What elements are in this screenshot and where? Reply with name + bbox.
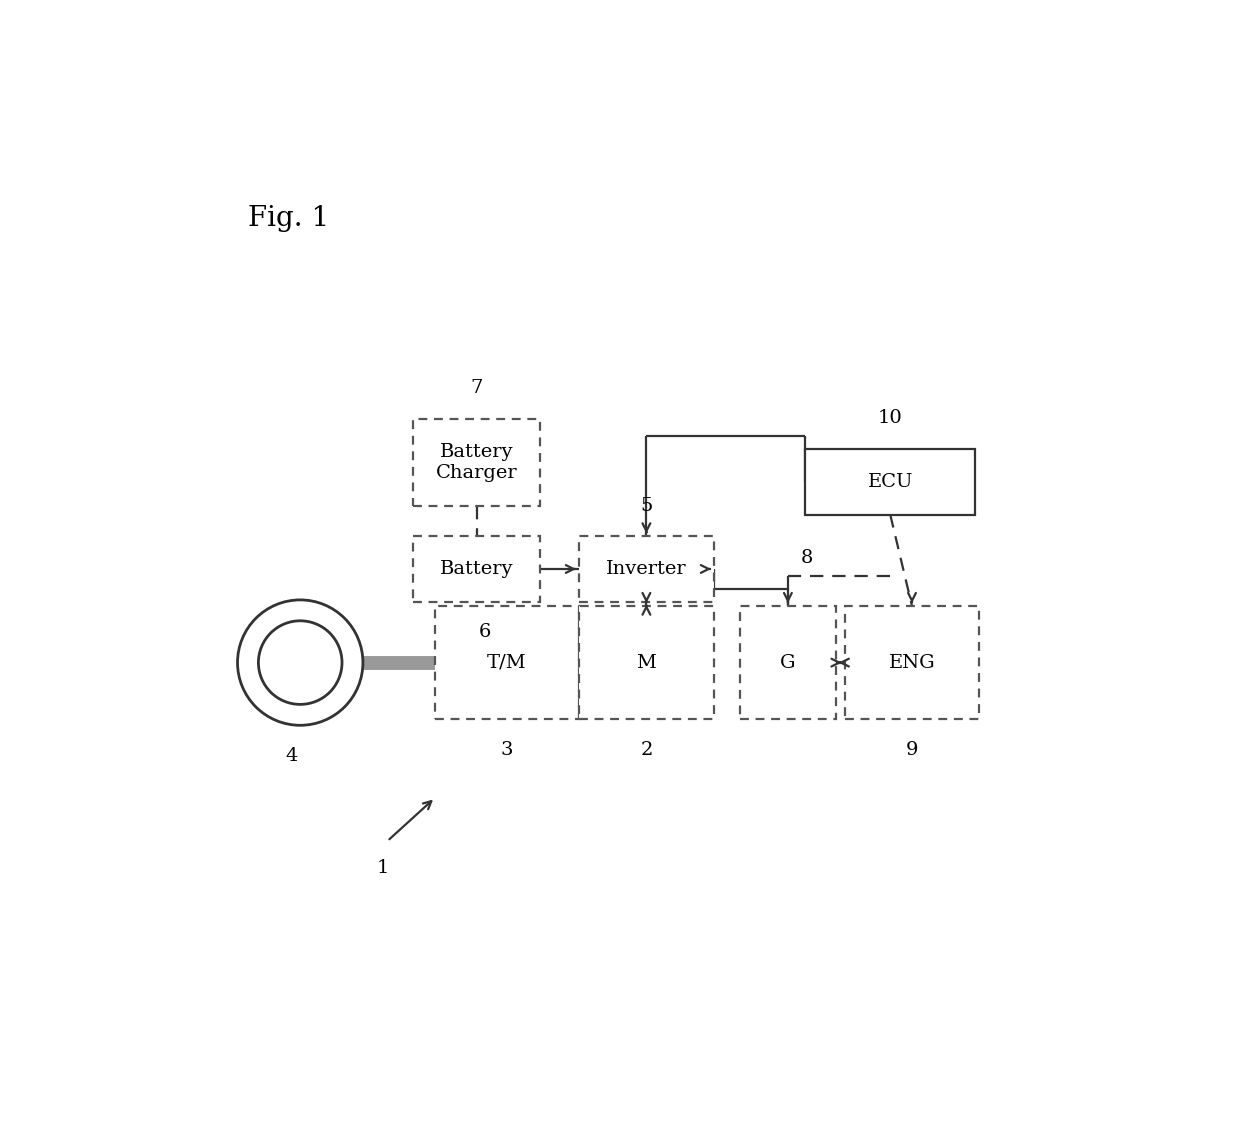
Text: Fig. 1: Fig. 1 <box>248 206 329 232</box>
Text: 6: 6 <box>479 623 491 641</box>
FancyBboxPatch shape <box>740 606 836 719</box>
FancyBboxPatch shape <box>435 606 579 719</box>
FancyBboxPatch shape <box>413 536 539 602</box>
Text: 2: 2 <box>640 741 652 759</box>
FancyBboxPatch shape <box>413 418 539 506</box>
Text: M: M <box>636 654 656 672</box>
Text: 10: 10 <box>878 409 903 428</box>
Text: G: G <box>780 654 796 672</box>
Text: T/M: T/M <box>487 654 527 672</box>
FancyBboxPatch shape <box>805 449 975 515</box>
Text: 9: 9 <box>905 741 919 759</box>
Text: Battery
Charger: Battery Charger <box>435 443 517 482</box>
Text: 5: 5 <box>640 497 652 515</box>
FancyBboxPatch shape <box>579 606 714 719</box>
Text: 3: 3 <box>501 741 513 759</box>
Text: ECU: ECU <box>868 473 913 491</box>
Text: 8: 8 <box>801 549 813 567</box>
FancyBboxPatch shape <box>579 536 714 602</box>
Text: Battery: Battery <box>440 560 513 578</box>
Text: Inverter: Inverter <box>606 560 687 578</box>
FancyBboxPatch shape <box>844 606 980 719</box>
Text: 4: 4 <box>285 748 298 765</box>
Text: ENG: ENG <box>889 654 935 672</box>
Text: 7: 7 <box>470 379 482 397</box>
Text: 1: 1 <box>377 858 389 877</box>
